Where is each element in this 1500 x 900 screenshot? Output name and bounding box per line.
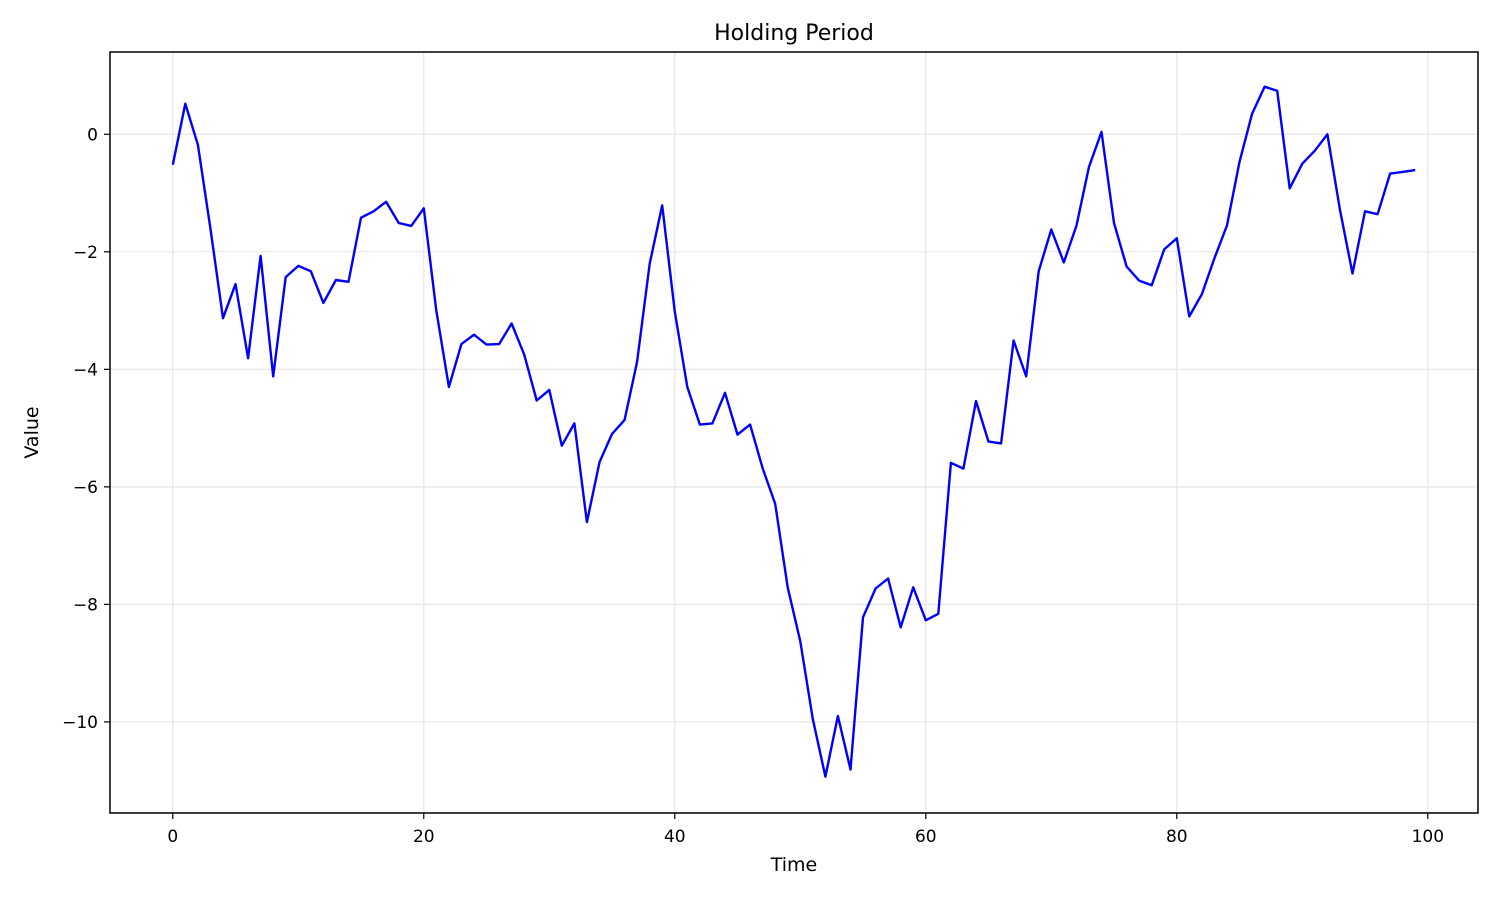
axis-ticks: 0 20 40 60 80 100 0 −2 −4 −6 −8 −10 xyxy=(62,125,1444,847)
y-tick-label: −4 xyxy=(73,360,98,380)
y-axis-label: Value xyxy=(21,406,43,458)
chart-title: Holding Period xyxy=(714,21,874,46)
x-tick-label: 0 xyxy=(167,827,178,847)
y-tick-label: −2 xyxy=(73,243,98,263)
x-tick-label: 20 xyxy=(413,827,435,847)
y-tick-label: 0 xyxy=(87,125,98,145)
x-tick-label: 100 xyxy=(1412,827,1444,847)
x-axis-label: Time xyxy=(770,854,818,876)
x-tick-label: 40 xyxy=(664,827,686,847)
series-line xyxy=(171,85,1416,778)
y-tick-label: −6 xyxy=(73,478,98,498)
grid-lines xyxy=(110,52,1478,813)
x-tick-label: 60 xyxy=(915,827,937,847)
x-tick-label: 80 xyxy=(1166,827,1188,847)
plot-frame xyxy=(109,51,1479,814)
y-tick-label: −8 xyxy=(73,595,98,615)
y-tick-label: −10 xyxy=(62,713,98,733)
series-layer xyxy=(171,85,1416,778)
